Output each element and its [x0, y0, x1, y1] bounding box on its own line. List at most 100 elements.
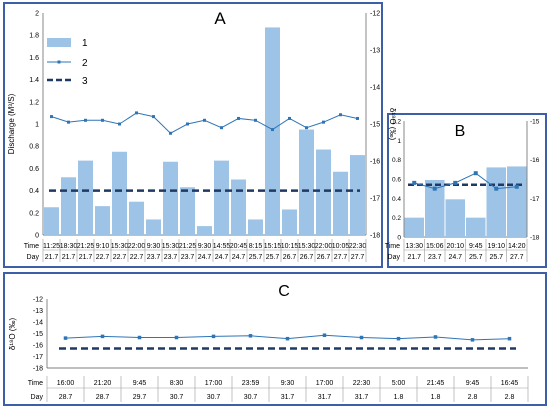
c-day-label: 1.8	[394, 394, 404, 401]
a-discharge-bar	[129, 201, 144, 235]
b-left-tick-label: 1	[397, 138, 401, 145]
a-time-label: 15:30	[162, 243, 180, 250]
b-left-tick-label: 0.6	[392, 177, 401, 184]
a-isotope-marker	[169, 131, 172, 135]
c-day-label: 31.7	[318, 394, 332, 401]
a-left-tick-label: 0	[35, 233, 39, 240]
a-time-label: 9:30	[147, 243, 161, 250]
c-time-label: 16:00	[57, 380, 75, 387]
a-day-label: 24.7	[215, 254, 229, 261]
a-left-tick-label: 0.2	[29, 210, 39, 217]
a-discharge-bar	[146, 219, 161, 235]
a-left-tick-label: 1.4	[29, 77, 39, 84]
c-day-label: 29.7	[133, 394, 147, 401]
c-tick-label: -12	[33, 297, 43, 304]
c-time-label: 9:45	[133, 380, 147, 387]
a-right-tick-label: -17	[370, 196, 380, 203]
a-day-label: 21.7	[62, 254, 76, 261]
c-tick-label: -17	[33, 354, 43, 361]
c-isotope-marker	[63, 336, 68, 340]
c-isotope-marker	[100, 334, 105, 339]
b-day-label: 27.7	[510, 254, 524, 261]
a-day-label: 25.7	[249, 254, 263, 261]
a-isotope-marker	[186, 122, 189, 126]
c-day-label: 30.7	[207, 394, 221, 401]
c-row-label-time: Time	[28, 380, 43, 387]
b-day-label: 25.7	[489, 254, 503, 261]
legend-label-1: 1	[82, 38, 88, 49]
b-isotope-marker	[494, 186, 499, 191]
a-discharge-bar	[350, 155, 365, 235]
a-day-label: 21.7	[79, 254, 93, 261]
a-right-tick-label: -12	[370, 11, 380, 18]
c-tick-label: -13	[33, 308, 43, 315]
a-discharge-bar	[231, 179, 246, 235]
c-isotope-marker	[470, 338, 475, 342]
c-day-label: 31.7	[281, 394, 295, 401]
a-time-label: 22:00	[128, 243, 146, 250]
a-discharge-bar	[44, 207, 59, 235]
c-day-label: 1.8	[431, 394, 441, 401]
c-isotope-marker	[174, 335, 179, 340]
panel-b-label: B	[455, 123, 466, 140]
a-isotope-marker	[67, 120, 70, 124]
c-isotope-marker	[137, 335, 142, 340]
a-day-label: 24.7	[232, 254, 246, 261]
b-isotope-marker	[473, 171, 478, 176]
panel-b-frame	[387, 113, 547, 268]
b-day-label: 21.7	[407, 254, 421, 261]
c-time-label: 21:20	[94, 380, 112, 387]
b-isotope-marker	[453, 180, 458, 185]
a-time-label: 15:30	[111, 243, 129, 250]
c-time-label: 16:45	[501, 380, 519, 387]
b-day-label: 25.7	[469, 254, 483, 261]
a-discharge-bar	[197, 226, 212, 235]
c-day-label: 2.8	[468, 394, 478, 401]
a-discharge-bar	[78, 160, 93, 235]
a-day-label: 23.7	[164, 254, 178, 261]
a-left-axis-title: Discharge (M³/S)	[7, 93, 16, 154]
a-right-tick-label: -15	[370, 122, 380, 129]
a-right-tick-label: -18	[370, 233, 380, 240]
c-time-label: 23:59	[242, 380, 260, 387]
c-isotope-marker	[211, 334, 216, 339]
a-time-label: 22:30	[349, 243, 367, 250]
c-time-label: 17:00	[205, 380, 223, 387]
a-discharge-bar	[282, 209, 297, 235]
panel-c-frame	[3, 272, 547, 406]
a-left-tick-label: 1.2	[29, 99, 39, 106]
c-day-label: 30.7	[170, 394, 184, 401]
a-isotope-marker	[203, 118, 206, 122]
b-right-tick-label: -18	[530, 235, 540, 242]
a-isotope-marker	[254, 118, 257, 122]
a-isotope-marker	[118, 122, 121, 126]
c-isotope-marker	[322, 333, 327, 337]
a-time-label: 8:15	[249, 243, 263, 250]
a-isotope-marker	[152, 115, 155, 119]
b-discharge-bar	[507, 166, 527, 237]
a-time-label: 15:30	[298, 243, 316, 250]
c-isotope-marker	[359, 335, 364, 340]
c-isotope-marker	[248, 334, 253, 338]
a-day-label: 22.7	[130, 254, 144, 261]
c-time-label: 9:30	[281, 380, 295, 387]
b-row-label-day: Day	[388, 254, 401, 261]
b-right-tick-label: -16	[530, 157, 540, 164]
a-time-label: 9:30	[198, 243, 212, 250]
c-tick-label: -18	[33, 366, 43, 373]
a-time-label: 11:25	[43, 243, 60, 250]
c-day-label: 31.7	[355, 394, 369, 401]
a-day-label: 23.7	[147, 254, 161, 261]
b-left-tick-label: 0.8	[392, 157, 401, 164]
c-tick-label: -16	[33, 343, 43, 350]
a-time-label: 21:25	[179, 243, 197, 250]
a-discharge-bar	[112, 151, 127, 235]
b-discharge-bar	[466, 217, 486, 237]
a-discharge-bar	[163, 161, 178, 235]
c-time-label: 21:45	[427, 380, 445, 387]
a-isotope-marker	[322, 120, 325, 124]
a-isotope-marker	[50, 115, 53, 119]
a-left-tick-label: 0.4	[29, 188, 39, 195]
c-time-label: 22:30	[353, 380, 371, 387]
